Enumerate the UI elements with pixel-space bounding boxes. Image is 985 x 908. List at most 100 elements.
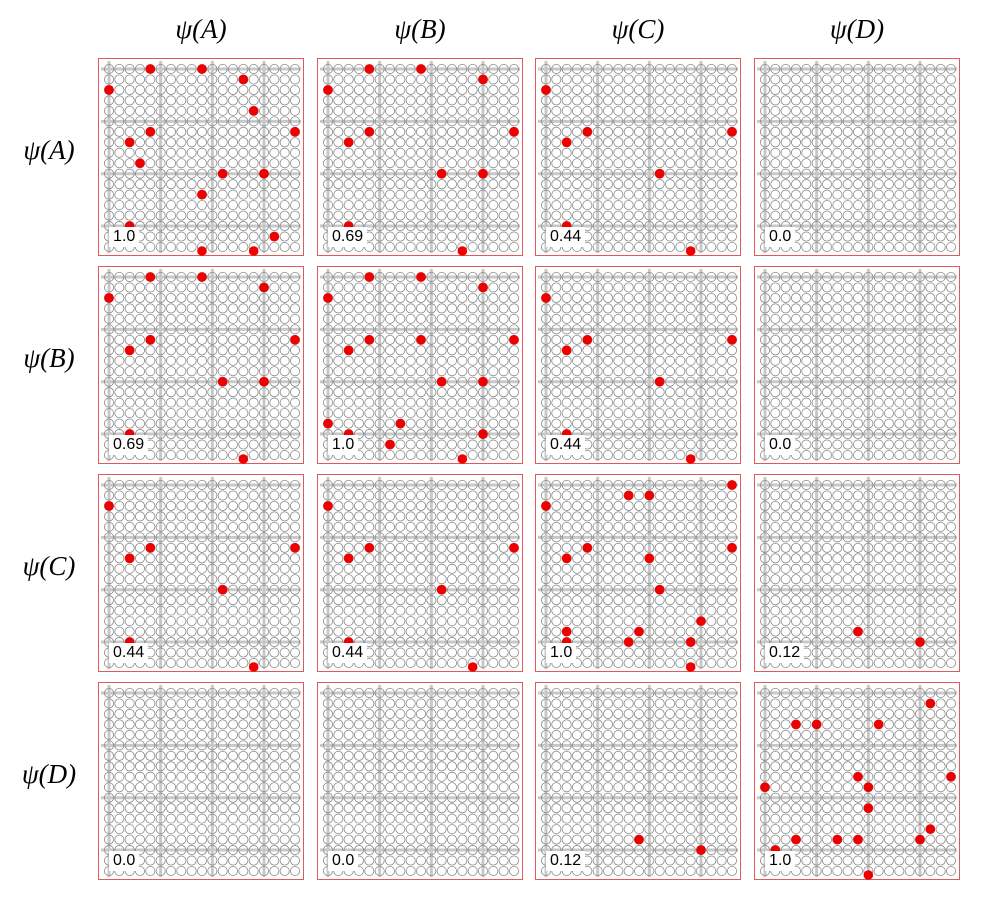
grid-circle: [603, 313, 614, 324]
grid-circle: [405, 116, 416, 127]
similarity-score: 1.0: [546, 643, 577, 663]
grid-circle: [883, 366, 894, 377]
grid-circle: [446, 345, 457, 356]
grid-circle: [541, 272, 551, 282]
grid-circle: [791, 397, 802, 408]
grid-circle: [508, 408, 519, 419]
grid-circle: [592, 542, 603, 553]
grid-circle: [914, 292, 925, 303]
grid-circle: [726, 449, 737, 460]
grid-circle: [446, 563, 457, 574]
grid-circle: [457, 813, 468, 824]
grid-circle: [592, 376, 603, 387]
grid-circle: [176, 574, 187, 585]
grid-circle: [269, 366, 280, 377]
similarity-panel: 0.44: [535, 266, 741, 464]
grid-circle: [416, 449, 427, 460]
grid-circle: [323, 334, 333, 345]
grid-circle: [354, 708, 365, 719]
grid-circle: [176, 74, 187, 85]
grid-circle: [145, 241, 156, 252]
grid-circle: [603, 637, 614, 648]
grid-circle: [488, 511, 499, 522]
grid-circle: [716, 158, 727, 169]
grid-circle: [269, 64, 280, 74]
grid-circle: [227, 418, 238, 429]
grid-circle: [634, 168, 645, 179]
grid-circle: [551, 137, 562, 148]
grid-circle: [644, 532, 655, 543]
grid-circle: [114, 834, 125, 845]
grid-circle: [883, 408, 894, 419]
grid-circle: [114, 616, 125, 627]
grid-circle: [197, 782, 208, 793]
grid-circle: [114, 272, 125, 282]
active-point: [685, 637, 696, 647]
grid-circle: [238, 480, 249, 490]
grid-circle: [426, 408, 437, 419]
grid-circle: [323, 105, 333, 116]
grid-circle: [801, 553, 812, 564]
grid-circle: [436, 782, 447, 793]
grid-circle: [654, 397, 665, 408]
active-point: [104, 85, 114, 95]
grid-circle: [498, 179, 509, 190]
grid-circle: [217, 429, 228, 440]
grid-circle: [155, 210, 166, 221]
grid-circle: [354, 813, 365, 824]
grid-circle: [883, 303, 894, 314]
grid-circle: [551, 64, 562, 74]
grid-circle: [770, 355, 781, 366]
grid-circle: [446, 782, 457, 793]
grid-circle: [457, 626, 468, 637]
grid-circle: [498, 553, 509, 564]
grid-circle: [227, 688, 238, 698]
grid-circle: [279, 105, 290, 116]
grid-circle: [832, 511, 843, 522]
grid-circle: [217, 626, 228, 637]
grid-circle: [457, 719, 468, 730]
grid-circle: [104, 179, 114, 190]
grid-circle: [832, 657, 843, 668]
grid-circle: [695, 490, 706, 501]
grid-circle: [675, 324, 686, 335]
grid-circle: [508, 303, 519, 314]
grid-circle: [508, 792, 519, 803]
grid-circle: [664, 397, 675, 408]
grid-circle: [446, 626, 457, 637]
grid-circle: [354, 313, 365, 324]
grid-circle: [863, 521, 874, 532]
grid-circle: [811, 105, 822, 116]
grid-circle: [644, 521, 655, 532]
grid-circle: [114, 126, 125, 137]
grid-circle: [508, 355, 519, 366]
grid-circle: [716, 303, 727, 314]
grid-circle: [634, 605, 645, 616]
grid-circle: [832, 345, 843, 356]
grid-circle: [603, 480, 614, 490]
grid-circle: [364, 605, 375, 616]
grid-circle: [166, 626, 177, 637]
grid-circle: [124, 750, 135, 761]
grid-circle: [269, 408, 280, 419]
grid-circle: [446, 324, 457, 335]
grid-circle: [416, 637, 427, 648]
grid-circle: [842, 397, 853, 408]
grid-circle: [176, 511, 187, 522]
grid-circle: [155, 865, 166, 876]
grid-circle: [405, 803, 416, 814]
grid-circle: [217, 200, 228, 211]
grid-circle: [395, 355, 406, 366]
grid-circle: [654, 574, 665, 585]
grid-circle: [561, 116, 572, 127]
grid-circle: [603, 397, 614, 408]
grid-circle: [166, 719, 177, 730]
grid-circle: [488, 532, 499, 543]
grid-circle: [114, 574, 125, 585]
grid-circle: [385, 64, 396, 74]
grid-circle: [354, 303, 365, 314]
grid-circle: [333, 292, 344, 303]
grid-circle: [426, 740, 437, 751]
grid-circle: [166, 241, 177, 252]
grid-circle: [323, 719, 333, 730]
